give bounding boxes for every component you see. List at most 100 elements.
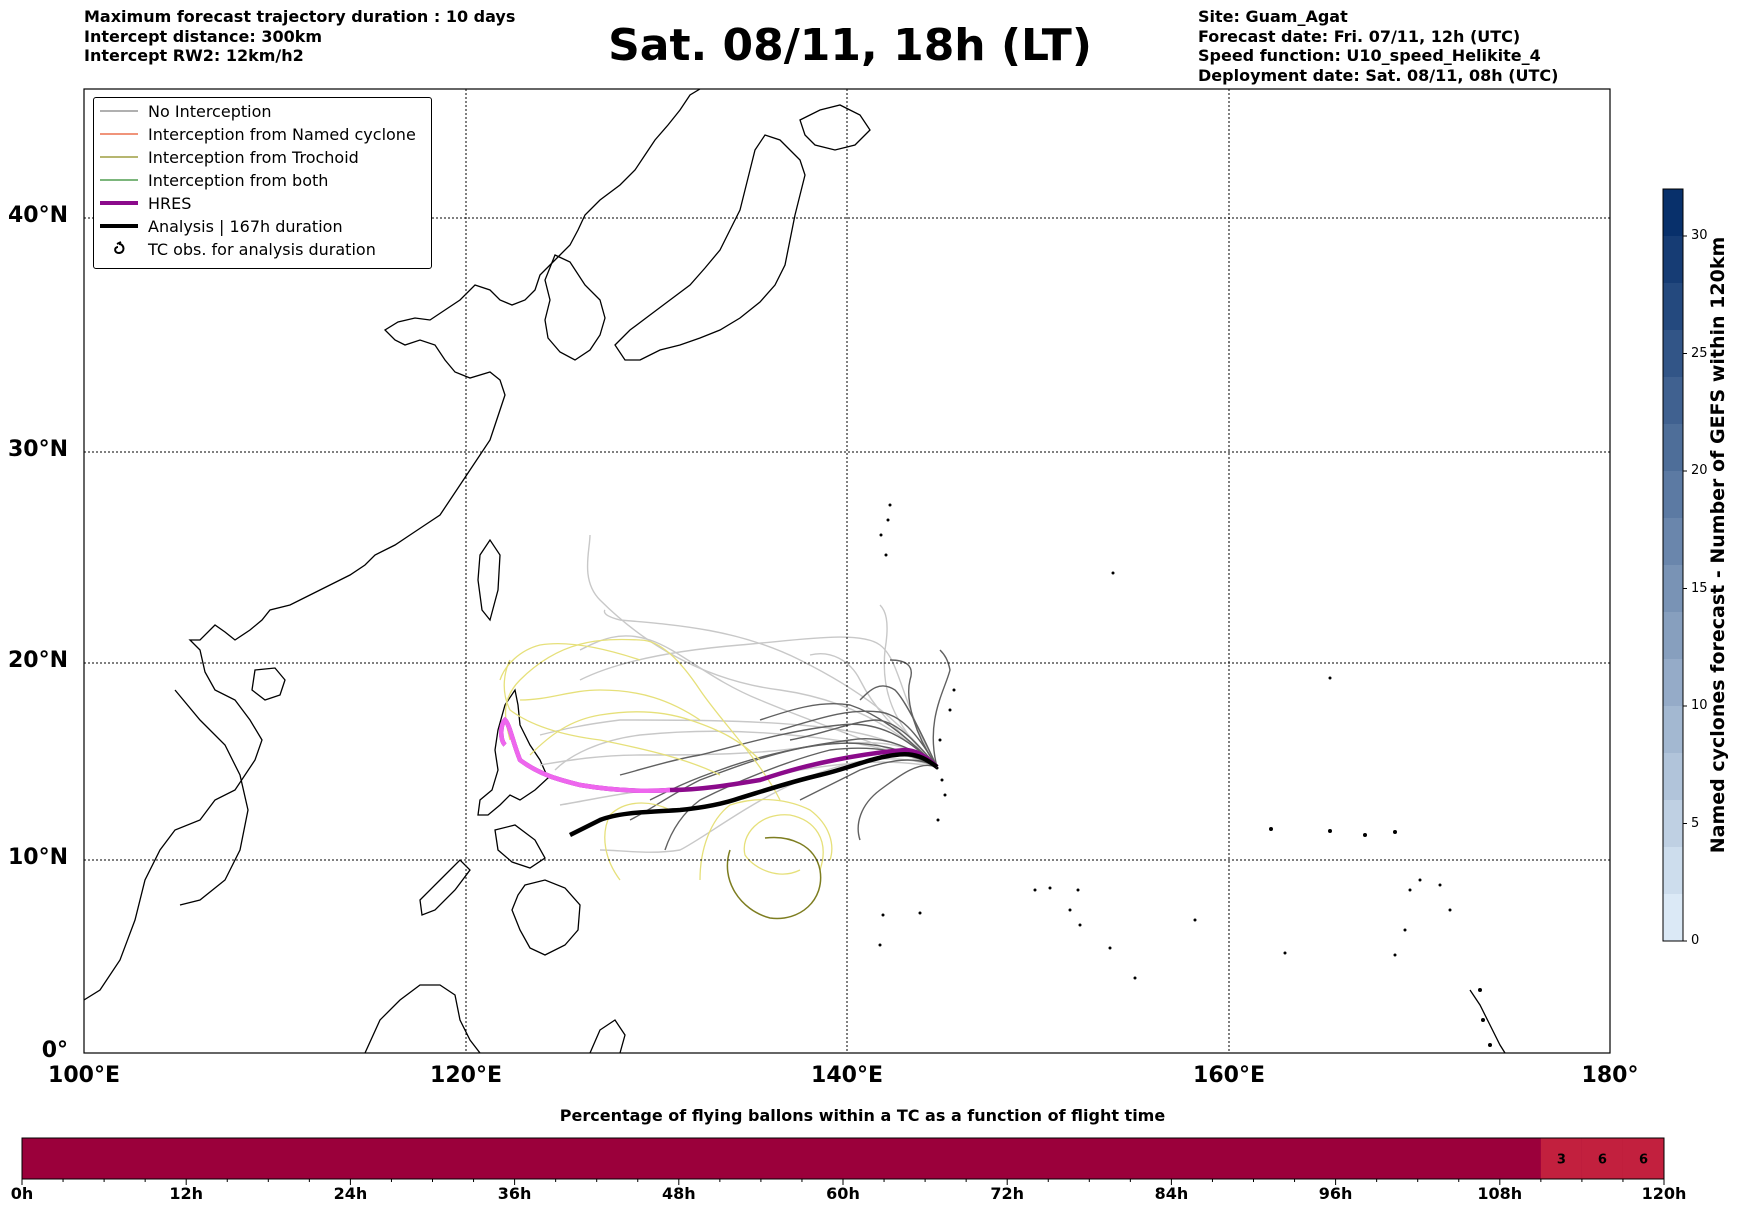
timeline-frame: [21, 1137, 1665, 1180]
taiwan-coastline: [477, 538, 501, 622]
coastline-group: [84, 89, 1506, 1053]
japan-coastline: [614, 134, 806, 361]
legend: No Interception Interception from Named …: [93, 97, 432, 269]
lon-label-100e: 100°E: [48, 1063, 120, 1088]
timeline-tick-label: 36h: [497, 1184, 532, 1203]
colorbar-frame: [1662, 188, 1684, 942]
colorbar-segment: [1663, 706, 1683, 754]
legend-label: Interception from both: [148, 170, 329, 190]
png-coastline: [1469, 989, 1506, 1053]
lat-label-20n: 20°N: [7, 648, 68, 673]
forecast-date-text: Forecast date: Fri. 07/11, 12h (UTC): [1198, 26, 1521, 46]
legend-label: Interception from Named cyclone: [148, 124, 416, 144]
lon-label-160e: 160°E: [1193, 1063, 1265, 1088]
no-interception-light-tracks: [539, 534, 938, 853]
legend-item-analysis: Analysis | 167h duration: [94, 215, 343, 237]
site-text: Site: Guam_Agat: [1198, 7, 1348, 26]
header-left-info: Maximum forecast trajectory duration : 1…: [84, 7, 515, 66]
colorbar-segment: [1663, 236, 1683, 284]
lat-label-0: 0°: [41, 1038, 68, 1063]
lat-label-40n: 40°N: [7, 203, 68, 228]
colorbar-label: Named cyclones forecast - Number of GEFS…: [1707, 236, 1729, 854]
legend-item-named-cyclone: Interception from Named cyclone: [94, 123, 416, 145]
hainan-coastline: [251, 667, 286, 701]
legend-label: TC obs. for analysis duration: [148, 239, 376, 259]
legend-label: Interception from Trochoid: [148, 147, 359, 167]
gridlines: [84, 89, 1610, 1053]
colorbar-tick-label: 30: [1691, 228, 1708, 243]
timeline-tick-label: 108h: [1477, 1184, 1523, 1203]
trochoid-track: [726, 836, 822, 920]
header-right-info: Site: Guam_Agat Forecast date: Fri. 07/1…: [1198, 7, 1558, 85]
colorbar-segment: [1663, 565, 1683, 613]
colorbar-segment: [1663, 283, 1683, 331]
colorbar-segment: [1663, 377, 1683, 425]
legend-swatch: [100, 156, 138, 158]
map-layer: [84, 89, 1506, 1053]
colorbar-segment: [1663, 800, 1683, 848]
no-interception-dark-tracks: [619, 649, 951, 851]
timeline-cell: [1581, 1138, 1623, 1179]
colorbar-segment: [1663, 330, 1683, 378]
colorbar-tick-label: 5: [1691, 815, 1700, 831]
timeline-cell-label: 6: [1639, 1153, 1648, 1168]
timeline-cell: [1540, 1138, 1582, 1179]
legend-label: Analysis | 167h duration: [148, 216, 343, 236]
colorbar-segment: [1663, 471, 1683, 519]
colorbar-segment: [1663, 518, 1683, 566]
timeline-tick-label: 120h: [1641, 1184, 1687, 1203]
colorbar-segment: [1663, 847, 1683, 895]
mindanao-coastline: [511, 879, 581, 956]
colorbar: [1662, 188, 1687, 942]
deployment-date-text: Deployment date: Sat. 08/11, 08h (UTC): [1198, 65, 1559, 85]
colorbar-tick-label: 0: [1691, 933, 1700, 948]
hres-track-early: [499, 716, 671, 793]
analysis-track: [568, 752, 939, 838]
legend-label: HRES: [148, 193, 192, 213]
legend-item-tc-obs: TC obs. for analysis duration: [94, 238, 376, 260]
max-duration-text: Maximum forecast trajectory duration : 1…: [84, 7, 516, 26]
timeline-cell-label: 6: [1598, 1153, 1607, 1168]
timeline-tick-label: 96h: [1318, 1184, 1353, 1203]
legend-item-hres: HRES: [94, 192, 191, 214]
korea-coastline: [544, 254, 606, 361]
timeline-tick-label: 24h: [333, 1184, 368, 1203]
legend-swatch: [100, 201, 138, 205]
legend-item-no-interception: No Interception: [94, 100, 272, 122]
borneo-coastline: [364, 984, 481, 1053]
legend-swatch: [100, 224, 138, 228]
tc-symbol-icon: [114, 241, 125, 255]
colorbar-segment: [1663, 753, 1683, 801]
asia-coastline: [84, 89, 701, 1001]
legend-item-both: Interception from both: [94, 169, 328, 191]
timeline-bar: 3 6 6: [21, 1137, 1665, 1185]
intercept-distance-text: Intercept distance: 300km: [84, 26, 323, 46]
intercept-rw2-text: Intercept RW2: 12km/h2: [84, 46, 304, 65]
timeline-tick-label: 48h: [661, 1184, 696, 1203]
lon-label-140e: 140°E: [811, 1063, 883, 1088]
colorbar-segment: [1663, 189, 1683, 237]
legend-swatch: [100, 179, 138, 181]
colorbar-tick-label: 20: [1691, 463, 1708, 478]
lat-label-30n: 30°N: [7, 437, 68, 462]
trochoid-light-tracks: [499, 638, 833, 881]
colorbar-tick-label: 10: [1691, 698, 1708, 713]
colorbar-segment: [1663, 612, 1683, 660]
colorbar-tick-label: 15: [1691, 580, 1708, 596]
lon-label-120e: 120°E: [430, 1063, 502, 1088]
colorbar-segment: [1663, 894, 1683, 942]
vietnam-coastline: [174, 689, 249, 906]
legend-swatch: [100, 133, 138, 135]
visayas-coastline: [494, 824, 546, 869]
timeline-tick-label: 84h: [1154, 1184, 1189, 1203]
lon-label-180: 180°: [1581, 1063, 1639, 1088]
map-frame: [83, 88, 1611, 1054]
hokkaido-coastline: [799, 104, 871, 151]
luzon-coastline: [477, 688, 549, 816]
colorbar-tick-label: 25: [1691, 345, 1708, 361]
timeline-title: Percentage of flying ballons within a TC…: [559, 1106, 1166, 1125]
sulawesi-coastline: [589, 1019, 626, 1053]
timeline-tick-label: 60h: [826, 1184, 860, 1203]
timeline-cell-label: 3: [1557, 1153, 1566, 1168]
